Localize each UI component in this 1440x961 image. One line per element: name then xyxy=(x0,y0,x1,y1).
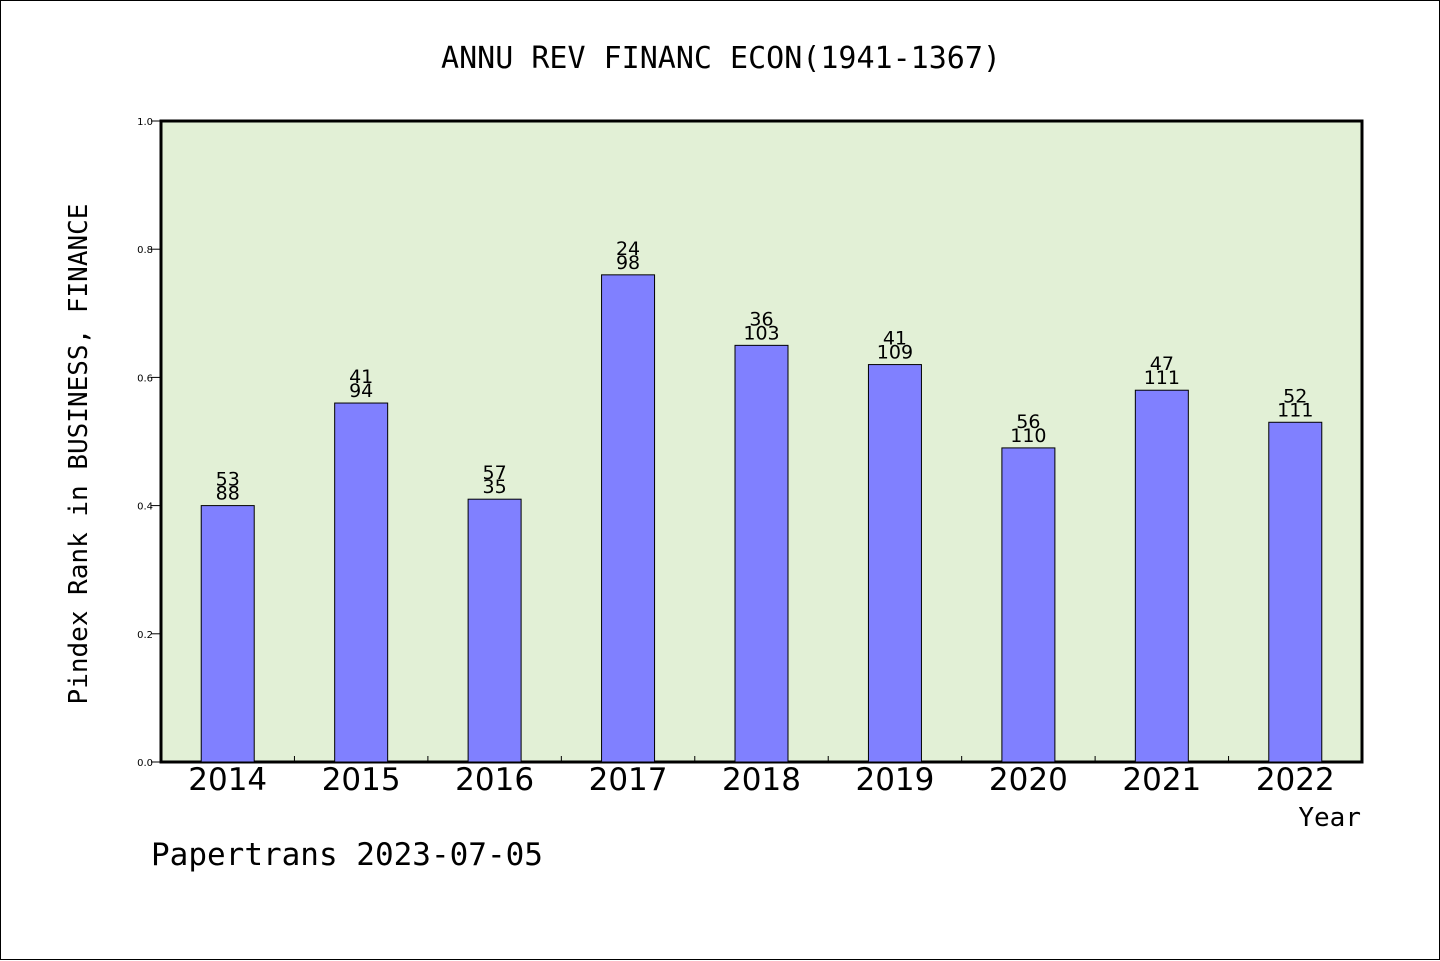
bar-2019 xyxy=(867,364,922,763)
bar-label-top: 41 xyxy=(883,328,907,350)
x-tick-label: 2022 xyxy=(1256,762,1335,798)
bar-label-bottom: 98 xyxy=(616,252,640,274)
y-tick-label: 0.4 xyxy=(137,502,153,513)
x-tick-label: 2020 xyxy=(989,762,1068,798)
bar-2014 xyxy=(200,505,255,763)
bar-label-top: 57 xyxy=(483,462,507,484)
bar-label-bottom: 109 xyxy=(877,342,913,364)
y-axis: 0.0 0.2 0.4 0.6 0.8 1.0 xyxy=(137,117,161,769)
x-tick-label: 2019 xyxy=(855,762,934,798)
y-tick-label: 0.0 xyxy=(137,758,153,769)
bar-label-bottom: 35 xyxy=(483,476,507,498)
bar-label-bottom: 88 xyxy=(216,483,240,505)
x-tick-label: 2015 xyxy=(322,762,401,798)
bar-label-bottom: 103 xyxy=(743,322,779,344)
bar-label-bottom: 110 xyxy=(1010,425,1046,447)
bar-label-bottom: 94 xyxy=(349,380,373,402)
bar-2015 xyxy=(334,402,389,763)
bar-series xyxy=(200,274,1323,763)
bar-label-top: 56 xyxy=(1016,411,1040,433)
bar-label-top: 47 xyxy=(1150,353,1174,375)
bar-2021 xyxy=(1134,389,1189,763)
bar-label-top: 53 xyxy=(216,469,240,491)
bar-2020 xyxy=(1001,447,1056,763)
bar-label-top: 24 xyxy=(616,238,640,260)
bar-label-bottom: 111 xyxy=(1277,399,1313,421)
x-axis: 2014 2015 2016 2017 2018 2019 2020 2021 2022 xyxy=(188,756,1335,798)
x-tick-label: 2018 xyxy=(722,762,801,798)
y-tick-label: 0.8 xyxy=(137,245,153,256)
y-tick-label: 0.2 xyxy=(137,630,153,641)
bar-label-top: 52 xyxy=(1283,385,1307,407)
x-tick-label: 2016 xyxy=(455,762,534,798)
bar-2016 xyxy=(467,498,522,763)
bar-label-top: 36 xyxy=(749,308,773,330)
x-axis-label: Year xyxy=(1298,803,1361,833)
y-tick-label: 1.0 xyxy=(137,117,153,128)
y-axis-label: Pindex Rank in BUSINESS, FINANCE xyxy=(64,204,94,705)
bar-label-bottom: 111 xyxy=(1144,367,1180,389)
x-tick-label: 2017 xyxy=(589,762,668,798)
x-tick-label: 2021 xyxy=(1122,762,1201,798)
x-tick-label: 2014 xyxy=(188,762,267,798)
footer-credit: Papertrans 2023-07-05 xyxy=(151,837,543,873)
chart-title: ANNU REV FINANC ECON(1941-1367) xyxy=(441,41,1001,76)
bar-2017 xyxy=(601,274,656,763)
bar-2022 xyxy=(1268,421,1323,763)
bar-2018 xyxy=(734,344,789,763)
bar-label-top: 41 xyxy=(349,366,373,388)
y-tick-label: 0.6 xyxy=(137,373,153,384)
